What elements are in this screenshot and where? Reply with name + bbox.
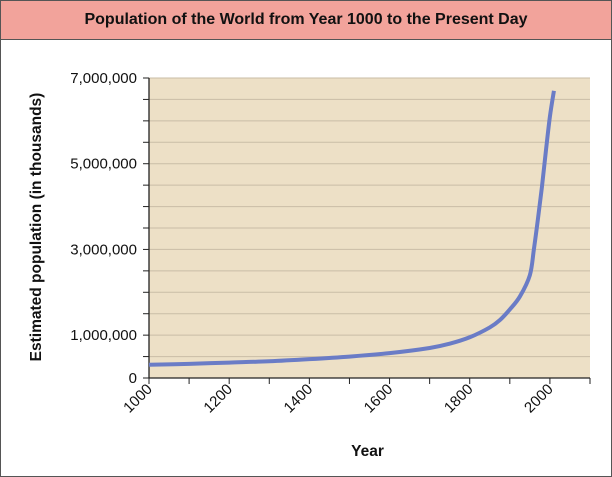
y-axis-title: Estimated population (in thousands) xyxy=(28,93,45,362)
x-tick-label: 2000 xyxy=(521,381,557,417)
x-tick-label: 1600 xyxy=(361,381,397,417)
x-axis-title: Year xyxy=(351,443,384,460)
chart-title: Population of the World from Year 1000 t… xyxy=(1,1,611,40)
y-tick-label: 1,000,000 xyxy=(70,327,137,344)
x-tick-label: 1400 xyxy=(281,381,317,417)
y-tick-label: 3,000,000 xyxy=(70,241,137,258)
x-tick-label: 1800 xyxy=(441,381,477,417)
y-tick-label: 5,000,000 xyxy=(70,156,137,173)
y-tick-label: 0 xyxy=(129,370,137,387)
x-tick-label: 1200 xyxy=(200,381,236,417)
series-layer xyxy=(148,90,556,367)
y-tick-label: 7,000,000 xyxy=(70,70,137,87)
x-tick-label: 1000 xyxy=(120,381,156,417)
population-line xyxy=(148,90,556,367)
